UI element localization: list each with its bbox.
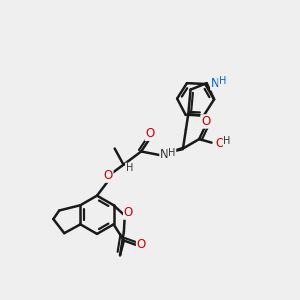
Text: O: O — [103, 169, 113, 182]
Text: H: H — [219, 76, 226, 86]
Polygon shape — [159, 148, 183, 155]
Text: O: O — [216, 137, 225, 150]
Text: N: N — [211, 77, 220, 90]
Text: O: O — [124, 206, 133, 219]
Text: N: N — [160, 148, 169, 161]
Text: O: O — [136, 238, 146, 251]
Text: O: O — [146, 127, 154, 140]
Text: H: H — [126, 163, 133, 173]
Text: H: H — [223, 136, 231, 146]
Text: H: H — [168, 148, 175, 158]
Text: O: O — [201, 115, 210, 128]
